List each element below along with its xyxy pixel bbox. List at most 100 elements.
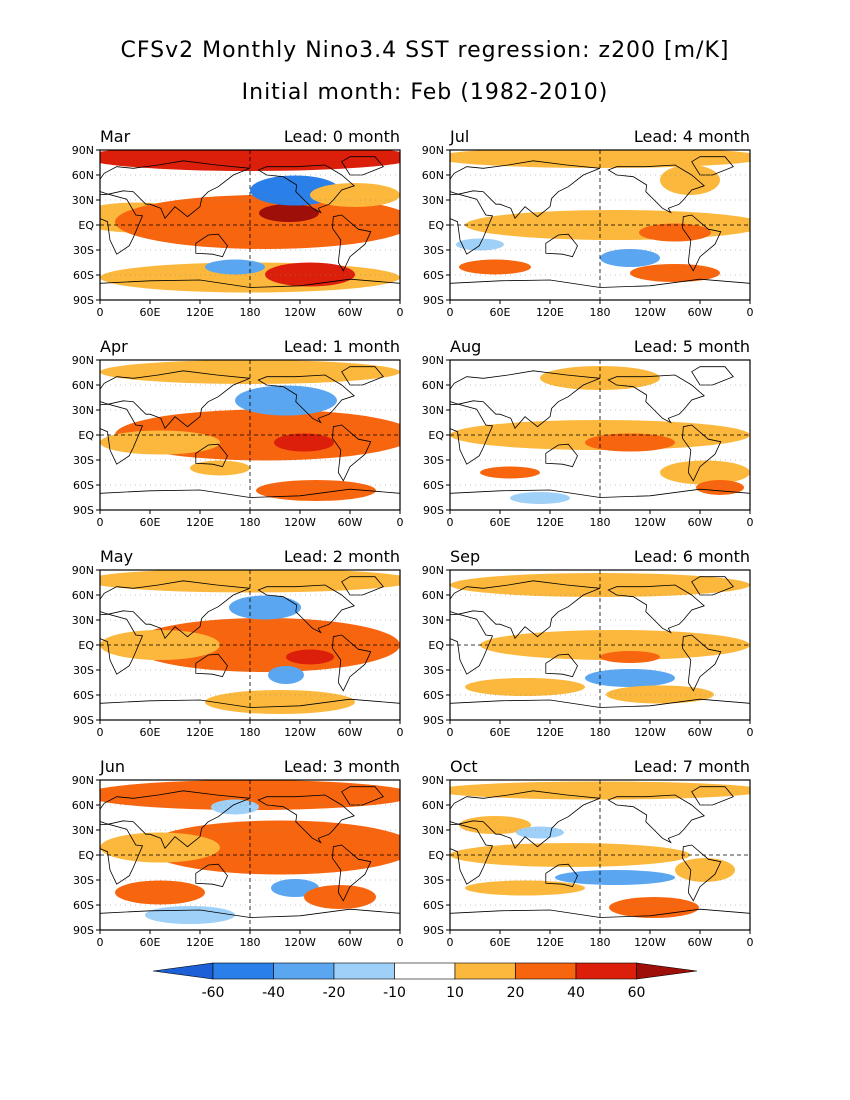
- panel-lead-label: Lead: 4 month: [634, 127, 750, 146]
- lon-label: 0: [447, 306, 454, 319]
- lon-label: 0: [97, 936, 104, 949]
- lon-label: 0: [747, 936, 754, 949]
- lat-label: 90S: [73, 504, 94, 517]
- anomaly-region: [639, 223, 711, 242]
- lat-label: 90N: [72, 774, 94, 787]
- lon-label: 120E: [186, 516, 214, 529]
- anomaly-region: [606, 685, 714, 704]
- coastline: [450, 908, 750, 918]
- lat-label: 60N: [422, 799, 444, 812]
- anomaly-region: [480, 466, 540, 479]
- coastline: [257, 794, 355, 844]
- coastline: [450, 370, 601, 430]
- lat-label: EQ: [78, 639, 94, 652]
- coastline: [450, 580, 601, 640]
- lat-label: 30S: [423, 874, 444, 887]
- coastline: [691, 366, 734, 386]
- panel-lead-label: Lead: 1 month: [284, 337, 400, 356]
- coastline: [341, 366, 384, 386]
- lon-label: 180: [590, 936, 611, 949]
- lon-label: 120E: [186, 936, 214, 949]
- lon-label: 0: [397, 936, 404, 949]
- panel-lead-label: Lead: 7 month: [634, 757, 750, 776]
- lon-label: 0: [447, 936, 454, 949]
- anomaly-region: [660, 165, 720, 195]
- colorbar-label: -60: [202, 985, 225, 1001]
- anomaly-region: [609, 897, 699, 918]
- anomaly-region: [145, 820, 400, 875]
- lat-label: 90N: [72, 354, 94, 367]
- lat-label: 60N: [72, 589, 94, 602]
- lat-label: 90S: [423, 924, 444, 937]
- lat-label: 60S: [423, 269, 444, 282]
- anomaly-region: [268, 666, 304, 684]
- anomaly-region: [510, 492, 570, 504]
- lat-label: EQ: [428, 219, 444, 232]
- anomaly-region: [256, 480, 376, 501]
- lat-label: 60S: [73, 689, 94, 702]
- coastline: [607, 164, 705, 214]
- colorbar-arrow-left: [152, 962, 214, 980]
- lat-label: 30S: [73, 664, 94, 677]
- colorbar-label: -10: [383, 985, 406, 1001]
- coastline: [450, 790, 601, 850]
- coastline: [100, 278, 400, 288]
- anomaly-region: [585, 669, 675, 687]
- panel-month-label: Sep: [450, 547, 480, 566]
- coastline: [450, 193, 494, 255]
- lon-label: 120E: [536, 516, 564, 529]
- lon-label: 60W: [338, 936, 363, 949]
- lat-label: 60S: [73, 479, 94, 492]
- lat-label: 30N: [72, 404, 94, 417]
- coastline: [332, 634, 372, 692]
- coastline: [195, 653, 228, 678]
- coastline: [545, 653, 578, 678]
- lon-label: 120E: [186, 726, 214, 739]
- lon-label: 60W: [688, 516, 713, 529]
- lon-label: 60E: [490, 936, 511, 949]
- coastline: [195, 443, 228, 468]
- panel-month-label: Jul: [449, 127, 469, 146]
- colorbar-segment: [273, 962, 335, 980]
- lon-label: 60W: [338, 726, 363, 739]
- coastline: [100, 403, 144, 465]
- lat-label: 90N: [422, 144, 444, 157]
- anomaly-region: [229, 595, 301, 620]
- lon-label: 120W: [634, 306, 666, 319]
- lon-label: 180: [240, 516, 261, 529]
- anomaly-region: [145, 906, 235, 924]
- coastline: [341, 156, 384, 176]
- coastline: [607, 584, 705, 634]
- lat-label: 90S: [73, 924, 94, 937]
- lon-label: 180: [590, 306, 611, 319]
- anomaly-region: [600, 651, 660, 663]
- coastline: [545, 443, 578, 468]
- coastline: [450, 403, 494, 465]
- coastline: [450, 278, 750, 288]
- lon-label: 0: [447, 516, 454, 529]
- figure-title: CFSv2 Monthly Nino3.4 SST regression: z2…: [120, 38, 730, 63]
- anomaly-region: [205, 259, 265, 275]
- colorbar-label: 20: [507, 985, 525, 1001]
- figure-subtitle: Initial month: Feb (1982-2010): [241, 80, 609, 105]
- colorbar-label: -40: [262, 985, 285, 1001]
- colorbar-segment: [454, 962, 516, 980]
- coastline: [100, 370, 251, 430]
- lon-label: 0: [747, 516, 754, 529]
- coastline: [450, 613, 494, 675]
- coastline: [100, 823, 144, 885]
- lat-label: 30S: [423, 244, 444, 257]
- lon-label: 0: [97, 516, 104, 529]
- lat-label: 60N: [72, 169, 94, 182]
- anomaly-region: [100, 570, 400, 593]
- lon-label: 60W: [338, 306, 363, 319]
- coastline: [691, 156, 734, 176]
- anomaly-region: [516, 826, 564, 839]
- lon-label: 120W: [634, 936, 666, 949]
- anomaly-region: [286, 649, 334, 665]
- lat-label: 90N: [422, 564, 444, 577]
